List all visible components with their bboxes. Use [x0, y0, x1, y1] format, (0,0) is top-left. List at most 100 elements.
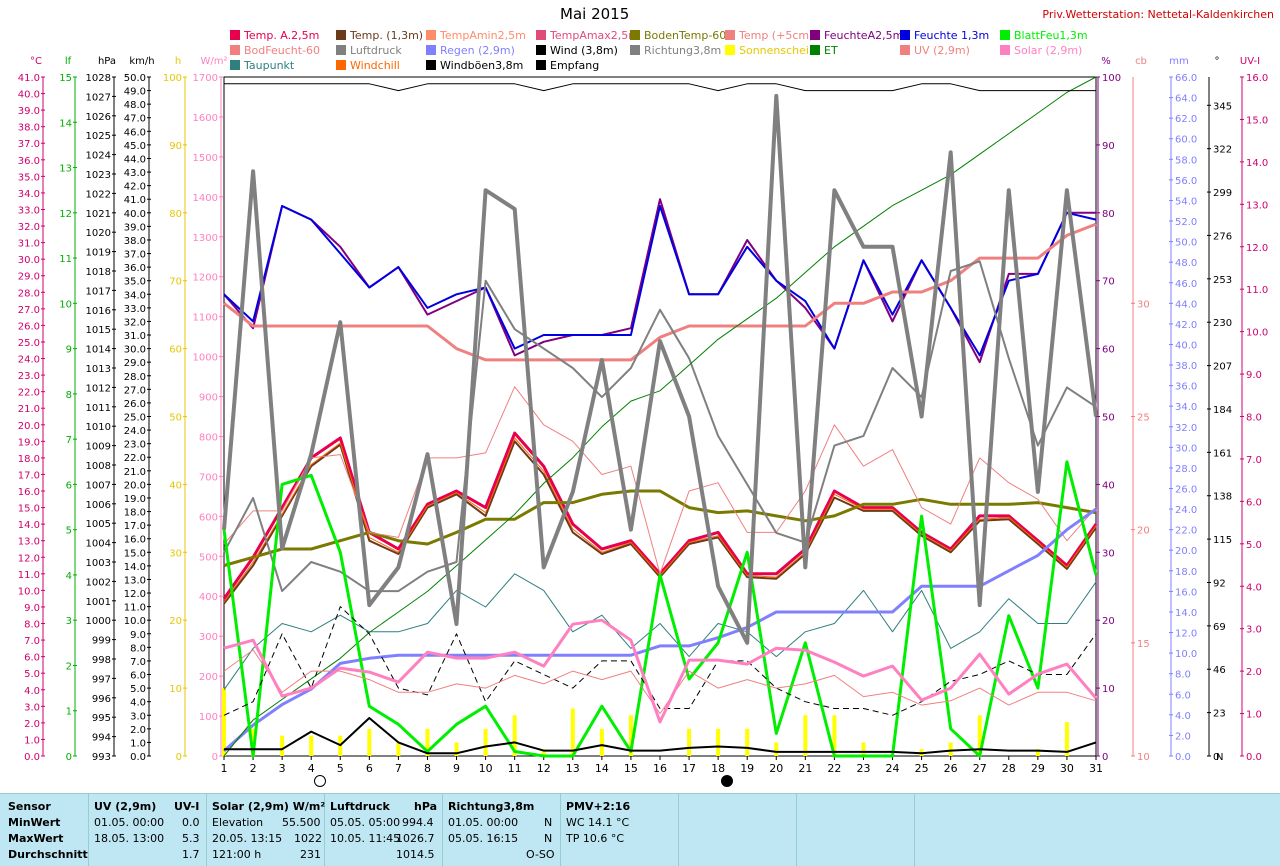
sunshine-bar	[1035, 749, 1040, 756]
legend-item: Temp. A.2,5m	[230, 30, 319, 42]
tick-label: 47.0	[124, 114, 146, 125]
tick-label: 997	[92, 674, 111, 685]
x-tick-label: 31	[1089, 762, 1103, 775]
tick-label: 26.0	[18, 321, 40, 332]
legend-item: Regen (2,9m)	[426, 45, 515, 57]
tick-label: 300	[199, 632, 218, 643]
tick-label: 44.0	[1175, 299, 1197, 310]
chart-title: Mai 2015	[560, 5, 630, 23]
legend-item: Windböen3,8m	[426, 60, 523, 72]
axis-unit: W/m²	[200, 56, 227, 67]
tick-label: 4.0	[1246, 582, 1262, 593]
legend-swatch	[336, 45, 346, 55]
axis-unit: hPa	[98, 56, 116, 67]
tick-label: 19.0	[18, 437, 40, 448]
tick-label: 45.0	[124, 141, 146, 152]
tick-label: 18.0	[18, 454, 40, 465]
tick-label: 54.0	[1175, 196, 1197, 207]
tick-label: 230	[1213, 318, 1232, 329]
tick-label: 8.0	[130, 643, 146, 654]
tick-label: 11.0	[124, 603, 146, 614]
tick-label: 34.0	[124, 290, 146, 301]
footer-solar-hours: 121:00 h	[212, 848, 262, 861]
tick-label: 50	[1102, 413, 1115, 424]
footer-uv-title: UV (2,9m)	[94, 800, 157, 813]
tick-label: 38.0	[124, 236, 146, 247]
tick-label: 80	[1102, 209, 1115, 220]
tick-label: 34.0	[1175, 402, 1197, 413]
x-tick-label: 26	[944, 762, 958, 775]
tick-label: 7.0	[130, 657, 146, 668]
tick-label: 34.0	[18, 189, 40, 200]
tick-label: 1008	[86, 461, 111, 472]
tick-label: 32.0	[1175, 423, 1197, 434]
tick-label: 4.0	[130, 698, 146, 709]
tick-label: 15	[1137, 639, 1150, 650]
legend-swatch	[230, 30, 240, 40]
series-line	[223, 618, 1098, 724]
tick-label: 115	[1213, 535, 1232, 546]
tick-label: 40	[169, 480, 182, 491]
tick-label: 1021	[86, 209, 111, 220]
footer-richtung-title: Richtung3,8m	[448, 800, 535, 813]
tick-label: 1003	[86, 558, 111, 569]
x-tick-label: 6	[366, 762, 373, 775]
legend-item: Wind (3,8m)	[536, 45, 618, 57]
tick-label: 13.0	[18, 537, 40, 548]
tick-label: 1200	[193, 273, 218, 284]
tick-label: 1025	[86, 131, 111, 142]
legend-label: Sonnenschein	[739, 44, 816, 57]
tick-label: 322	[1213, 145, 1232, 156]
tick-label: 1.0	[1246, 710, 1262, 721]
legend-swatch	[426, 45, 436, 55]
legend-label: Solar (2,9m)	[1014, 44, 1083, 57]
tick-label: 92	[1213, 578, 1226, 589]
legend-swatch	[1000, 45, 1010, 55]
x-tick-label: 19	[740, 762, 754, 775]
tick-label: 20	[1102, 616, 1115, 627]
legend-swatch	[900, 30, 910, 40]
tick-label: 900	[199, 393, 218, 404]
tick-label: 21.0	[18, 404, 40, 415]
tick-label: 25	[1137, 413, 1150, 424]
sunshine-bar	[687, 728, 692, 756]
tick-label: 31.0	[124, 331, 146, 342]
tick-label: 1007	[86, 480, 111, 491]
tick-label: 11.0	[1246, 285, 1268, 296]
tick-label: 41.0	[124, 195, 146, 206]
axis-unit: %	[1101, 56, 1111, 67]
tick-label: 4.0	[1175, 711, 1191, 722]
tick-label: 90	[169, 141, 182, 152]
legend-label: Feuchte 1,3m	[914, 29, 990, 42]
footer-solar-elev: 55.500	[282, 816, 321, 829]
sunshine-bar	[861, 742, 866, 756]
tick-label: 69	[1213, 622, 1226, 633]
tick-label: 27.0	[18, 305, 40, 316]
tick-label: 600	[199, 512, 218, 523]
footer-luftdruck-title: Luftdruck	[330, 800, 390, 813]
legend-item: ET	[810, 45, 838, 57]
series-line	[224, 717, 1097, 755]
tick-label: 13.0	[1246, 200, 1268, 211]
footer-luftdruck-max-val: 1026.7	[396, 832, 435, 845]
tick-label: 16.0	[1246, 73, 1268, 84]
tick-label: 25.0	[18, 338, 40, 349]
tick-label: 26.0	[124, 399, 146, 410]
tick-label: 22.0	[124, 453, 146, 464]
sunshine-bar	[483, 728, 488, 756]
new-moon-icon	[721, 775, 733, 787]
x-tick-label: 29	[1031, 762, 1045, 775]
tick-label: 1600	[193, 113, 218, 124]
tick-label: 50	[169, 413, 182, 424]
footer-luftdruck-avg: 1014.5	[396, 848, 435, 861]
sunshine-bar	[280, 735, 285, 756]
tick-label: 5.0	[1246, 540, 1262, 551]
tick-label: 1023	[86, 170, 111, 181]
footer-richtung: Richtung3,8m 01.05. 00:00 N 05.05. 16:15…	[442, 794, 561, 866]
tick-label: 26.0	[1175, 485, 1197, 496]
x-tick-label: 15	[624, 762, 638, 775]
legend-swatch	[900, 45, 910, 55]
tick-label: 46.0	[1175, 279, 1197, 290]
tick-label: 18.0	[1175, 567, 1197, 578]
axis-unit: °C	[30, 56, 42, 67]
